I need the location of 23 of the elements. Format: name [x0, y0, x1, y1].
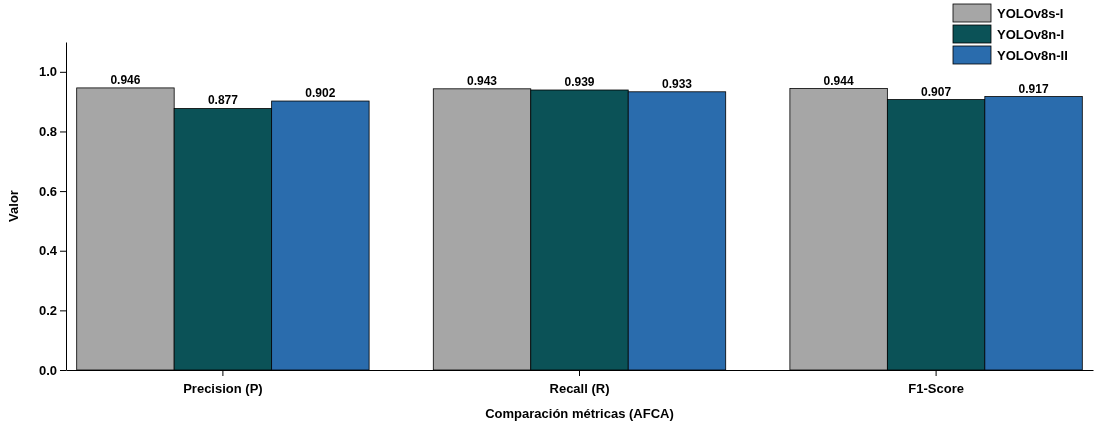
data-label: 0.917: [1018, 81, 1049, 96]
data-label: 0.877: [207, 93, 239, 108]
y-tick-label: 0.0: [38, 362, 57, 378]
data-label: 0.902: [305, 86, 336, 101]
y-tick-label: 0.4: [38, 243, 58, 259]
y-axis-title: Valor: [6, 190, 21, 222]
data-label: 0.946: [110, 72, 141, 87]
data-label: 0.944: [823, 73, 854, 88]
x-tick-label: Recall (R): [549, 381, 610, 397]
x-tick-label: Precision (P): [183, 381, 263, 397]
legend-label: YOLOv8n-II: [997, 48, 1068, 63]
y-tick-label: 0.6: [38, 183, 57, 199]
legend-label: YOLOv8s-I: [997, 6, 1064, 21]
data-label: 0.943: [467, 73, 498, 88]
y-tick-label: 1.0: [38, 64, 57, 80]
x-axis-title: Comparación métricas (AFCA): [485, 406, 674, 421]
data-label: 0.933: [661, 76, 693, 91]
data-label: 0.939: [564, 75, 595, 90]
legend-label: YOLOv8n-I: [997, 27, 1065, 42]
y-tick-label: 0.2: [38, 303, 57, 319]
data-label: 0.907: [921, 84, 952, 99]
x-tick-label: F1-Score: [908, 381, 964, 397]
y-tick-label: 0.8: [38, 124, 57, 140]
